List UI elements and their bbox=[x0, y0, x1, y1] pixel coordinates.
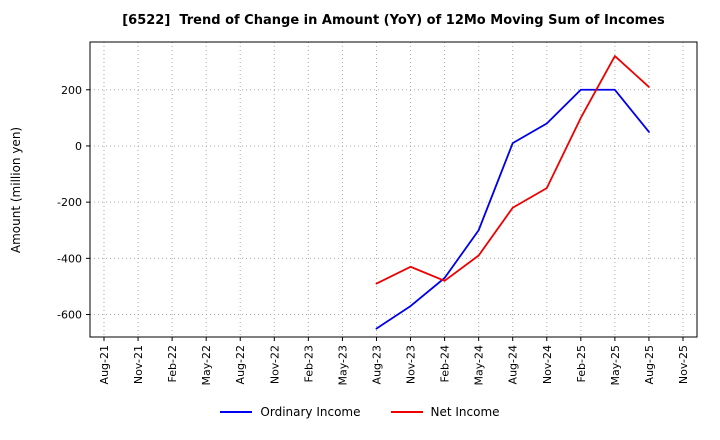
x-tick-label: Feb-25 bbox=[575, 345, 588, 382]
x-tick-label: Nov-22 bbox=[268, 345, 281, 384]
y-tick-label: 200 bbox=[61, 84, 82, 97]
x-tick-label: May-24 bbox=[473, 345, 486, 386]
x-tick-label: Feb-22 bbox=[166, 345, 179, 382]
y-tick-label: -200 bbox=[57, 196, 82, 209]
legend-label-ordinary-income: Ordinary Income bbox=[260, 405, 361, 419]
y-tick-label: 0 bbox=[75, 140, 82, 153]
x-tick-label: May-25 bbox=[609, 345, 622, 386]
x-tick-label: Nov-21 bbox=[132, 345, 145, 384]
chart-title: [6522] Trend of Change in Amount (YoY) o… bbox=[122, 13, 665, 28]
x-tick-label: Aug-24 bbox=[507, 345, 520, 384]
x-tick-label: Aug-22 bbox=[234, 345, 247, 384]
x-tick-label: Aug-23 bbox=[370, 345, 383, 384]
x-tick-label: Aug-25 bbox=[643, 345, 656, 384]
legend: Ordinary Income Net Income bbox=[0, 405, 720, 419]
legend-line-net-income bbox=[390, 411, 423, 413]
legend-item-ordinary-income: Ordinary Income bbox=[220, 405, 361, 419]
series-line-ordinary-income bbox=[375, 88, 650, 330]
legend-label-net-income: Net Income bbox=[430, 405, 500, 419]
x-tick-label: Feb-23 bbox=[302, 345, 315, 382]
axes-border bbox=[89, 41, 698, 338]
x-tick-label: Nov-24 bbox=[541, 345, 554, 384]
legend-line-ordinary-income bbox=[220, 411, 253, 413]
y-tick-label: -400 bbox=[57, 252, 82, 265]
legend-item-net-income: Net Income bbox=[390, 405, 500, 419]
x-tick-label: Feb-24 bbox=[439, 345, 452, 382]
y-tick-label: -600 bbox=[57, 309, 82, 322]
series-line-net-income bbox=[375, 55, 650, 285]
x-tick-label: Nov-23 bbox=[405, 345, 418, 384]
x-tick-label: Nov-25 bbox=[677, 345, 690, 384]
x-tick-label: May-23 bbox=[336, 345, 349, 386]
x-tick-label: May-22 bbox=[200, 345, 213, 386]
x-tick-label: Aug-21 bbox=[98, 345, 111, 384]
